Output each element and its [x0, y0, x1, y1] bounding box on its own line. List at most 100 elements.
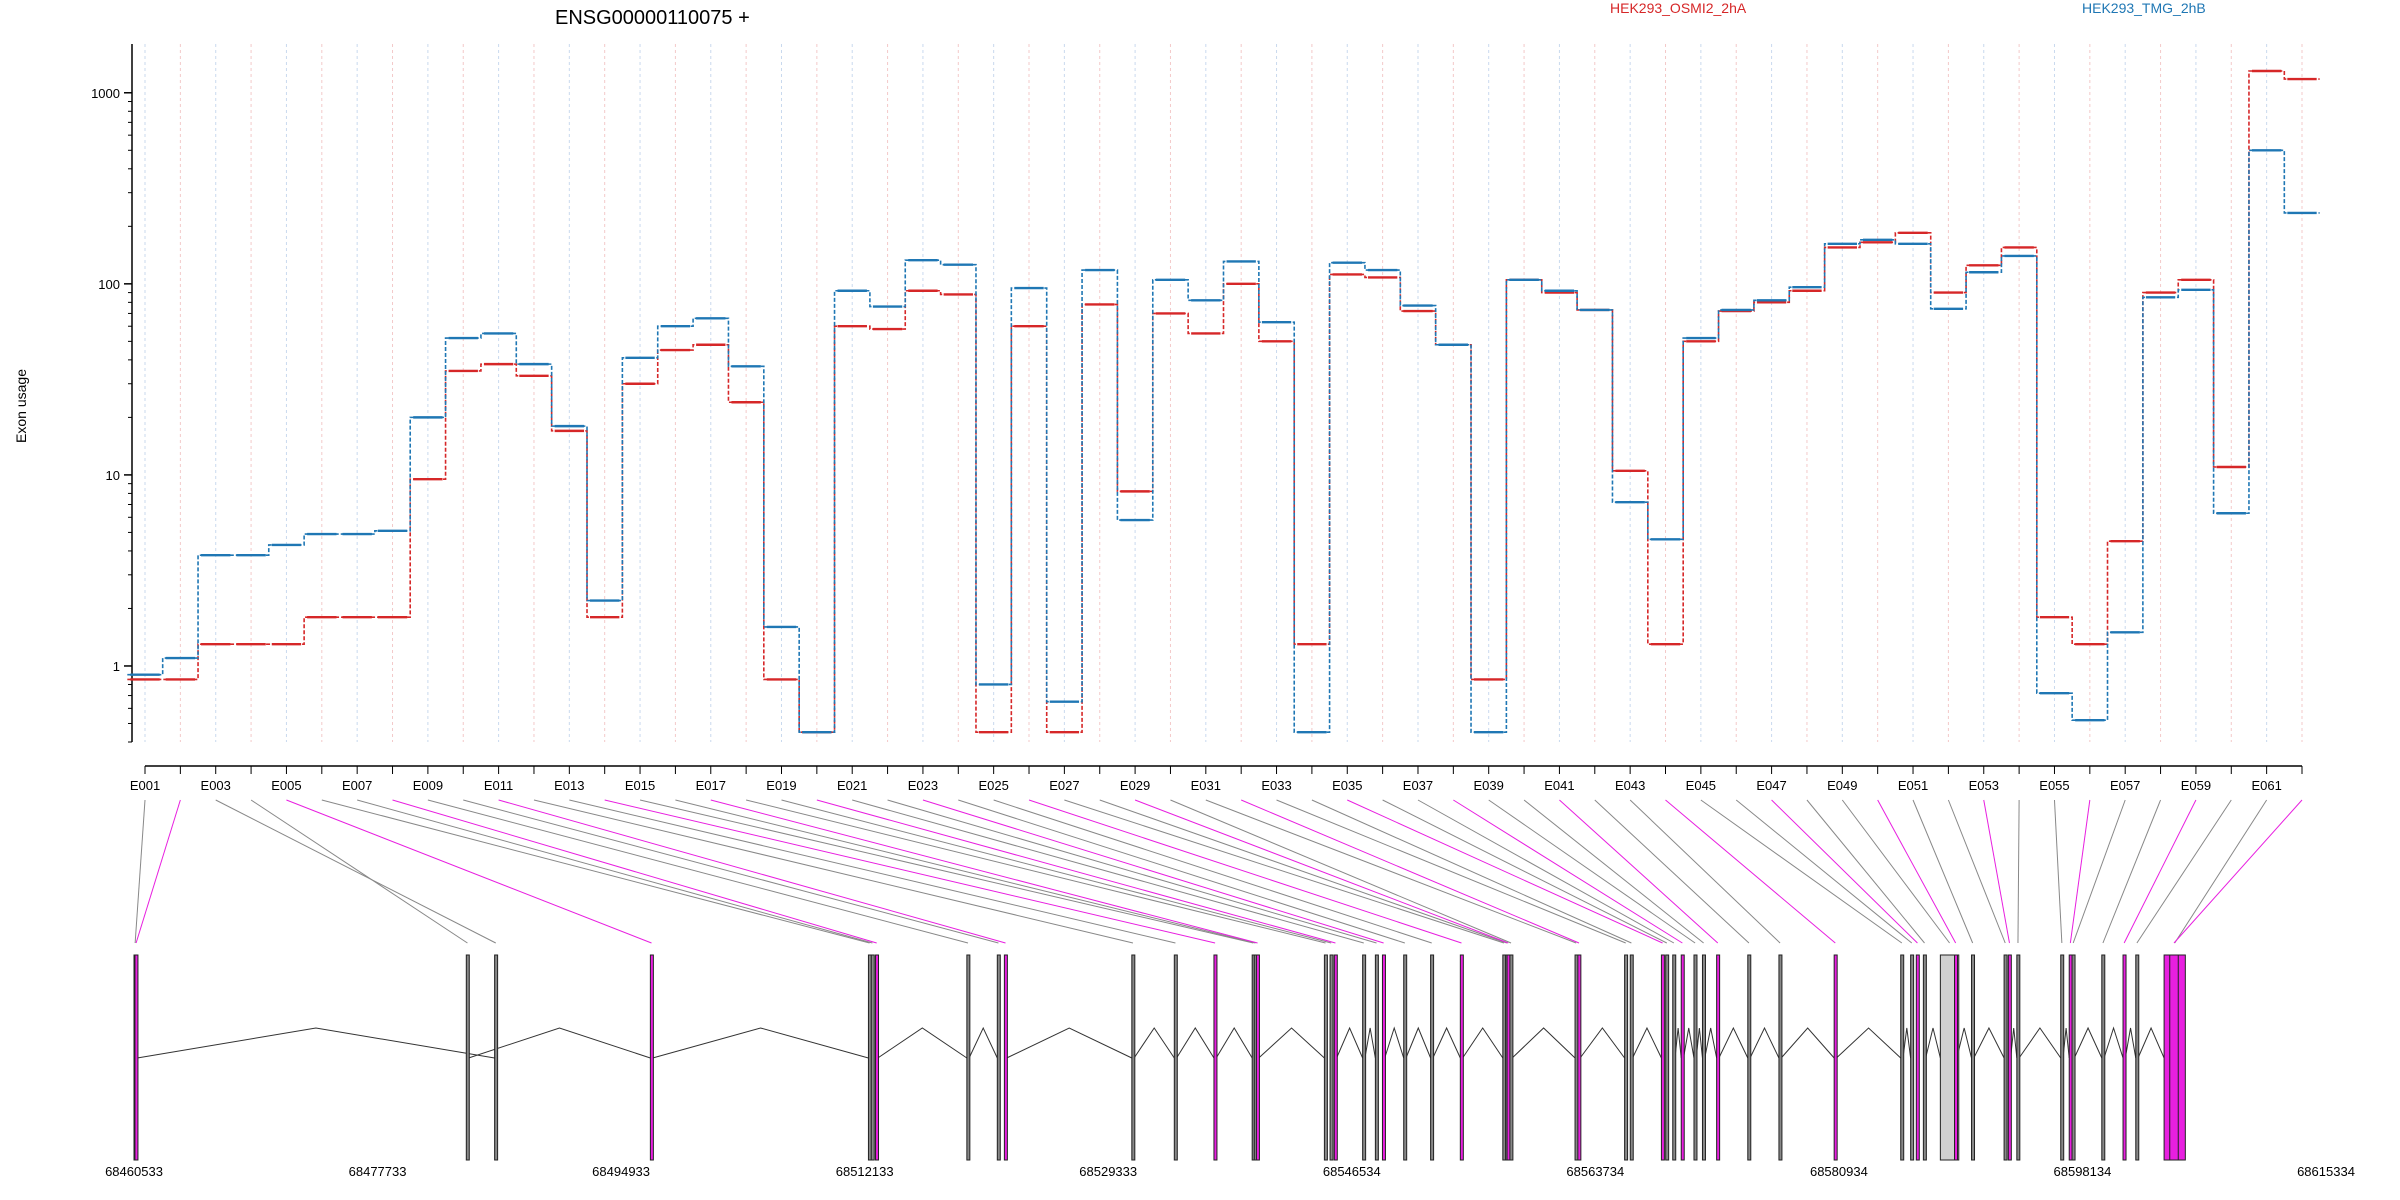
- exon-box: [2060, 954, 2065, 1161]
- exon-box: [1660, 954, 1665, 1161]
- exon-connector: [1559, 799, 1719, 944]
- genome-tick-label: 68615334: [2297, 1164, 2355, 1179]
- exon-connector: [1523, 799, 1704, 944]
- exon-connector: [958, 799, 1405, 944]
- exon-box: [1323, 954, 1328, 1161]
- x-tick-label: E043: [1615, 778, 1645, 793]
- exon-connector: [1488, 799, 1696, 944]
- exon-connector: [922, 799, 1384, 944]
- y-axis: 1 10 100 1000: [91, 44, 133, 743]
- intron-line: [1215, 1027, 1253, 1059]
- intron-line: [1683, 1027, 1695, 1059]
- exon-connector: [675, 799, 1256, 944]
- exon-connector: [1276, 799, 1626, 944]
- exon-box: [2135, 954, 2140, 1161]
- intron-line: [468, 1027, 651, 1059]
- exon-connector: [321, 799, 870, 944]
- x-tick-label: E031: [1191, 778, 1221, 793]
- exon-connector: [710, 799, 1258, 944]
- genome-tick-label: 68494933: [592, 1164, 650, 1179]
- genome-tick-label: 68529333: [1079, 1164, 1137, 1179]
- x-tick-label: E019: [766, 778, 796, 793]
- series-line-1: [127, 70, 2320, 734]
- intron-line: [2018, 1027, 2062, 1059]
- exon-box: [1910, 954, 1915, 1161]
- genome-axis: 68460533 68477733 68494933 68512133 68529333…: [105, 1164, 2355, 1179]
- x-tick-label: E033: [1261, 778, 1291, 793]
- x-tick-label: E015: [625, 778, 655, 793]
- exon-box: [2007, 954, 2012, 1161]
- exon-box: [2169, 954, 2179, 1161]
- exon-connector: [135, 799, 181, 944]
- x-tick-label: E011: [484, 778, 513, 793]
- exon-box: [2071, 954, 2076, 1161]
- intron-line: [1718, 1026, 1749, 1059]
- intron-line: [968, 1026, 998, 1059]
- intron-line: [1836, 1027, 1902, 1059]
- exon-box: [1374, 954, 1379, 1161]
- genome-tick-label: 68460533: [105, 1164, 163, 1179]
- exon-connector: [1382, 799, 1668, 944]
- exon-connector: [498, 799, 1006, 944]
- y-tick-label: 10: [106, 468, 120, 483]
- x-tick-label: E057: [2110, 778, 2140, 793]
- exon-connector: [2017, 799, 2020, 944]
- exon-connector: [1170, 799, 1512, 944]
- intron-line: [2124, 1027, 2137, 1059]
- series-line-2: [127, 149, 2320, 734]
- exon-connector: [1134, 799, 1509, 944]
- exon-connector: [1806, 799, 1925, 944]
- x-tick-label: E035: [1332, 778, 1362, 793]
- exon-connector: [816, 799, 1336, 944]
- exon-box: [1716, 954, 1721, 1161]
- genome-tick-label: 68477733: [349, 1164, 407, 1179]
- exon-box: [134, 954, 139, 1161]
- y-tick-label: 1000: [91, 86, 120, 101]
- exon-box: [1173, 954, 1178, 1161]
- exon-box: [1255, 954, 1260, 1161]
- exon-connector: [1629, 799, 1781, 944]
- exon-connector: [250, 799, 468, 944]
- intron-line: [1432, 1026, 1461, 1059]
- legend-series-2: HEK293_TMG_2hB: [2082, 0, 2206, 16]
- exon-box: [1778, 954, 1783, 1161]
- exon-connector: [1064, 799, 1505, 944]
- exon-connector: [2173, 799, 2303, 944]
- exon-connector: [1347, 799, 1663, 944]
- exon-box: [494, 954, 499, 1161]
- genome-tick-label: 68512133: [836, 1164, 894, 1179]
- x-tick-label: E047: [1756, 778, 1786, 793]
- exon-connector: [1983, 799, 2010, 944]
- intron-line: [652, 1027, 869, 1059]
- intron-line: [1632, 1026, 1662, 1059]
- exon-box: [1629, 954, 1634, 1161]
- x-tick-label: E023: [908, 778, 938, 793]
- intron-line: [1176, 1027, 1215, 1059]
- exon-connector: [2102, 799, 2162, 944]
- exon-connector: [604, 799, 1216, 944]
- exon-box: [465, 954, 470, 1161]
- intron-line: [137, 1027, 495, 1059]
- intron-line: [1579, 1027, 1625, 1059]
- exon-connector: [215, 799, 496, 944]
- y-tick-label: 100: [98, 277, 120, 292]
- x-tick-label: E017: [696, 778, 726, 793]
- exon-box: [2016, 954, 2021, 1161]
- exon-connector: [2072, 799, 2126, 944]
- exon-connector: [1028, 799, 1462, 944]
- exon-connector: [569, 799, 1176, 944]
- x-tick-label: E059: [2181, 778, 2211, 793]
- exon-box: [1213, 954, 1218, 1161]
- exon-box: [1680, 954, 1685, 1161]
- exon-connector: [1877, 799, 1957, 944]
- exon-connector: [746, 799, 1326, 944]
- x-tick-label: E051: [1898, 778, 1928, 793]
- exon-box: [1131, 954, 1136, 1161]
- intron-line: [1749, 1026, 1780, 1059]
- intron-line: [877, 1027, 968, 1059]
- exon-connector: [2069, 799, 2091, 944]
- y-tick-label: 1: [113, 659, 120, 674]
- genome-tick-label: 68580934: [1810, 1164, 1868, 1179]
- exon-box: [966, 954, 971, 1161]
- intron-line: [1902, 1027, 1912, 1059]
